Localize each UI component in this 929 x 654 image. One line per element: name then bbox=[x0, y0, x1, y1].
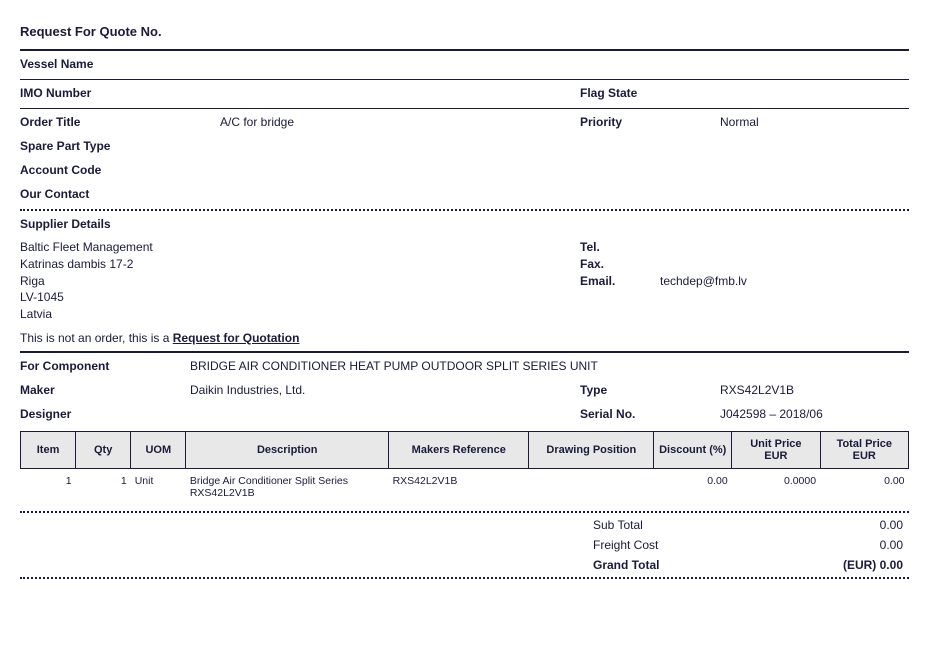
order-title-label: Order Title bbox=[20, 115, 220, 129]
account-label: Account Code bbox=[20, 163, 220, 177]
cell-unit-price: 0.0000 bbox=[732, 468, 820, 505]
cell-item: 1 bbox=[21, 468, 76, 505]
freight-value: 0.00 bbox=[793, 538, 909, 552]
cell-qty: 1 bbox=[76, 468, 131, 505]
freight-label: Freight Cost bbox=[593, 538, 793, 552]
designer-serial-row: Designer Serial No. J042598 – 2018/06 bbox=[20, 403, 909, 427]
grand-total-row: Grand Total (EUR) 0.00 bbox=[20, 555, 909, 575]
th-uom: UOM bbox=[131, 431, 186, 468]
vessel-label: Vessel Name bbox=[20, 57, 220, 71]
dotted-divider bbox=[20, 209, 909, 211]
cell-drawing bbox=[529, 468, 654, 505]
imo-label: IMO Number bbox=[20, 86, 220, 100]
order-priority-row: Order Title A/C for bridge Priority Norm… bbox=[20, 111, 909, 135]
grand-total-label: Grand Total bbox=[593, 558, 793, 572]
cell-total-price: 0.00 bbox=[820, 468, 908, 505]
subtotal-row: Sub Total 0.00 bbox=[20, 515, 909, 535]
priority-label: Priority bbox=[580, 115, 720, 129]
cell-desc: Bridge Air Conditioner Split Series RXS4… bbox=[186, 468, 389, 505]
supplier-addr4: Latvia bbox=[20, 306, 580, 323]
notice-bold: Request for Quotation bbox=[173, 331, 300, 345]
component-value: BRIDGE AIR CONDITIONER HEAT PUMP OUTDOOR… bbox=[190, 359, 598, 373]
notice-prefix: This is not an order, this is a bbox=[20, 331, 173, 345]
items-table: Item Qty UOM Description Makers Referenc… bbox=[20, 431, 909, 505]
email-value: techdep@fmb.lv bbox=[660, 273, 747, 290]
spare-label: Spare Part Type bbox=[20, 139, 220, 153]
vessel-row: Vessel Name bbox=[20, 53, 909, 77]
th-desc: Description bbox=[186, 431, 389, 468]
supplier-name: Baltic Fleet Management bbox=[20, 239, 580, 256]
subtotal-value: 0.00 bbox=[793, 518, 909, 532]
th-makers-ref: Makers Reference bbox=[389, 431, 529, 468]
component-row: For Component BRIDGE AIR CONDITIONER HEA… bbox=[20, 355, 909, 379]
type-label: Type bbox=[580, 383, 720, 397]
cell-discount: 0.00 bbox=[654, 468, 732, 505]
th-total-price: Total PriceEUR bbox=[820, 431, 908, 468]
th-drawing: Drawing Position bbox=[529, 431, 654, 468]
imo-flag-row: IMO Number Flag State bbox=[20, 82, 909, 106]
supplier-block: Baltic Fleet Management Katrinas dambis … bbox=[20, 237, 909, 325]
th-qty: Qty bbox=[76, 431, 131, 468]
divider bbox=[20, 49, 909, 51]
grand-total-value: (EUR) 0.00 bbox=[793, 558, 909, 572]
maker-label: Maker bbox=[20, 383, 190, 397]
dotted-divider bbox=[20, 577, 909, 579]
divider bbox=[20, 79, 909, 80]
maker-type-row: Maker Daikin Industries, Ltd. Type RXS42… bbox=[20, 379, 909, 403]
subtotal-label: Sub Total bbox=[593, 518, 793, 532]
supplier-heading-row: Supplier Details bbox=[20, 213, 909, 237]
component-label: For Component bbox=[20, 359, 190, 373]
dotted-divider bbox=[20, 511, 909, 513]
th-unit-price: Unit PriceEUR bbox=[732, 431, 820, 468]
supplier-addr2: Riga bbox=[20, 273, 580, 290]
type-value: RXS42L2V1B bbox=[720, 383, 794, 397]
divider bbox=[20, 351, 909, 353]
serial-value: J042598 – 2018/06 bbox=[720, 407, 823, 421]
divider bbox=[20, 108, 909, 109]
fax-label: Fax. bbox=[580, 256, 660, 273]
supplier-heading: Supplier Details bbox=[20, 217, 220, 231]
rfq-number-label: Request For Quote No. bbox=[20, 20, 909, 47]
notice-line: This is not an order, this is a Request … bbox=[20, 325, 909, 349]
order-title-value: A/C for bridge bbox=[220, 115, 294, 129]
th-discount: Discount (%) bbox=[654, 431, 732, 468]
th-item: Item bbox=[21, 431, 76, 468]
freight-row: Freight Cost 0.00 bbox=[20, 535, 909, 555]
designer-label: Designer bbox=[20, 407, 190, 421]
flag-label: Flag State bbox=[580, 86, 720, 100]
supplier-address: Baltic Fleet Management Katrinas dambis … bbox=[20, 239, 580, 323]
table-header-row: Item Qty UOM Description Makers Referenc… bbox=[21, 431, 909, 468]
tel-label: Tel. bbox=[580, 239, 660, 256]
cell-uom: Unit bbox=[131, 468, 186, 505]
supplier-addr1: Katrinas dambis 17-2 bbox=[20, 256, 580, 273]
supplier-addr3: LV-1045 bbox=[20, 289, 580, 306]
contact-label: Our Contact bbox=[20, 187, 220, 201]
email-label: Email. bbox=[580, 273, 660, 290]
contact-row: Our Contact bbox=[20, 183, 909, 207]
supplier-contact: Tel. Fax. Email. techdep@fmb.lv bbox=[580, 239, 747, 323]
serial-label: Serial No. bbox=[580, 407, 720, 421]
maker-value: Daikin Industries, Ltd. bbox=[190, 383, 305, 397]
cell-makers-ref: RXS42L2V1B bbox=[389, 468, 529, 505]
spare-row: Spare Part Type bbox=[20, 135, 909, 159]
priority-value: Normal bbox=[720, 115, 759, 129]
table-row: 1 1 Unit Bridge Air Conditioner Split Se… bbox=[21, 468, 909, 505]
account-row: Account Code bbox=[20, 159, 909, 183]
